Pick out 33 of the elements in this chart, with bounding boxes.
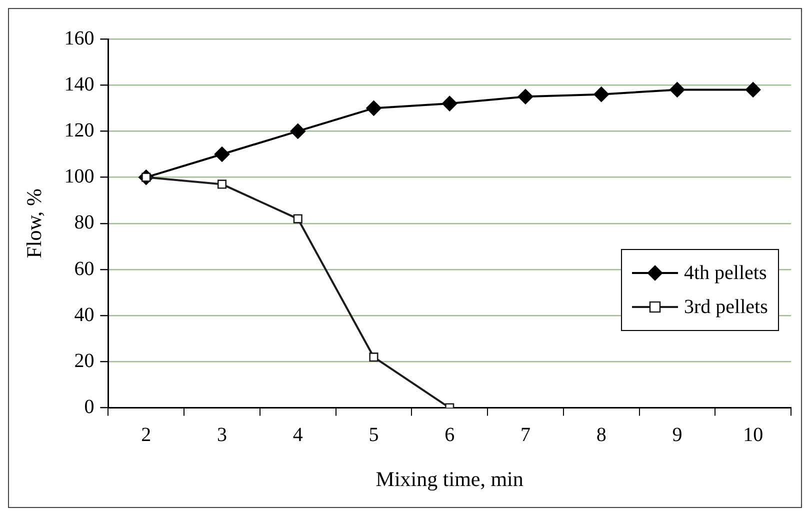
point	[745, 82, 761, 98]
x-tick-label: 10	[743, 424, 764, 446]
legend-label: 4th pellets	[684, 261, 767, 286]
y-tick-label: 140	[64, 73, 94, 96]
point	[594, 86, 609, 102]
x-tick-label: 6	[444, 424, 455, 446]
x-tick-label: 9	[672, 424, 682, 446]
x-tick-label: 4	[292, 424, 303, 446]
x-tick-label: 2	[141, 424, 152, 446]
point	[442, 96, 458, 112]
point	[670, 82, 685, 98]
x-tick-label: 7	[520, 424, 530, 446]
y-tick-label: 60	[74, 258, 94, 280]
point	[366, 100, 382, 116]
y-tick-label: 120	[64, 119, 94, 142]
point	[518, 88, 534, 104]
x-tick-label: 5	[368, 424, 379, 446]
point	[290, 124, 306, 139]
point	[214, 146, 230, 162]
y-tick-label: 160	[64, 27, 94, 50]
legend-label: 3rd pellets	[684, 295, 768, 320]
y-tick-label: 0	[84, 396, 94, 418]
y-tick-label: 40	[74, 304, 94, 326]
y-axis-title: Flow, %	[22, 188, 46, 258]
y-tick-label: 100	[64, 166, 94, 188]
y-tick-label: 80	[74, 212, 94, 234]
x-axis-title: Mixing time, min	[376, 466, 524, 491]
y-tick-label: 20	[74, 350, 94, 372]
x-tick-label: 3	[217, 424, 227, 446]
point	[369, 352, 378, 362]
point	[217, 180, 227, 189]
point	[293, 214, 302, 224]
x-tick-label: 8	[596, 424, 606, 446]
